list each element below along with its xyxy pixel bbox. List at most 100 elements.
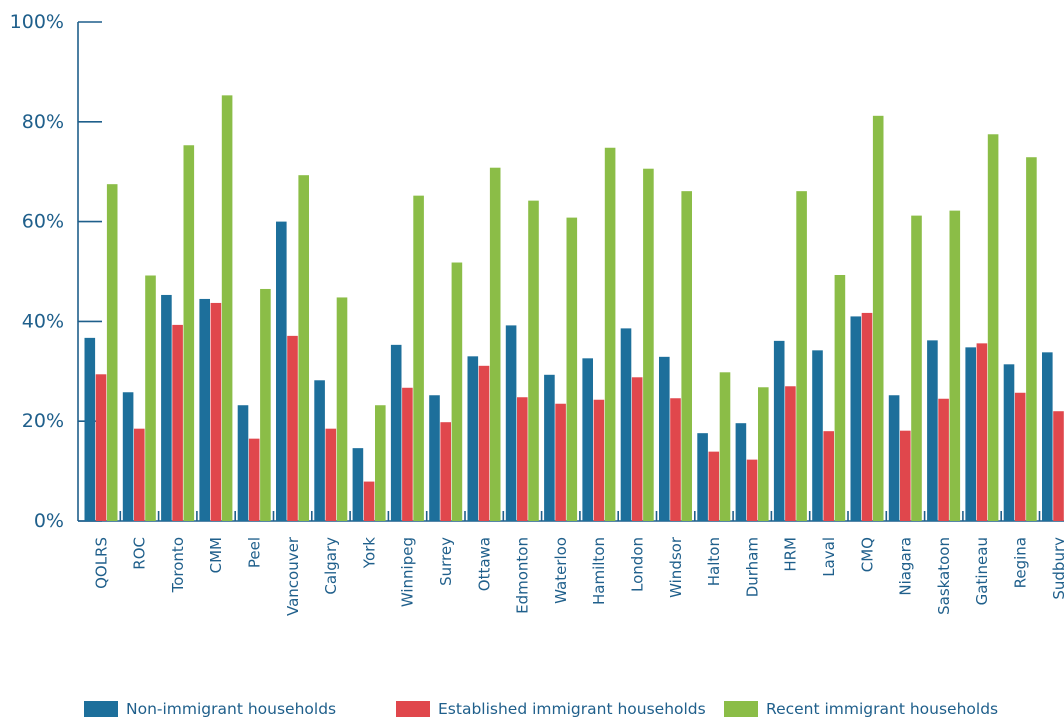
bar-durham-recent-immigrant [758, 387, 769, 521]
x-tick-label: Halton [705, 537, 723, 586]
x-tick-label: Vancouver [284, 536, 302, 616]
legend-label-recent-immigrant: Recent immigrant households [766, 700, 999, 718]
bar-saskatoon-non-immigrant [927, 340, 938, 521]
bar-hrm-non-immigrant [773, 340, 785, 521]
bar-winnipeg-non-immigrant [390, 344, 402, 521]
y-axis: 0% 20% 40% 60% 80% 100% [10, 11, 102, 532]
bar-qolrs-recent-immigrant [106, 184, 118, 522]
bar-gatineau-recent-immigrant [987, 134, 999, 521]
bar-durham-established-immigrant [746, 459, 758, 521]
x-tick-label: Waterloo [552, 537, 570, 604]
x-tick-label: ROC [131, 537, 149, 570]
x-tick-label: HRM [782, 537, 800, 572]
bar-regina-recent-immigrant [1026, 157, 1037, 521]
bar-vancouver-recent-immigrant [298, 175, 309, 521]
legend-swatch-established-immigrant [396, 701, 430, 717]
bar-peel-established-immigrant [248, 438, 260, 521]
bar-vancouver-established-immigrant [287, 335, 298, 521]
bar-vancouver-non-immigrant [276, 221, 287, 521]
bar-hrm-established-immigrant [785, 386, 796, 521]
bar-laval-non-immigrant [812, 350, 823, 521]
bar-cmm-non-immigrant [199, 298, 210, 521]
legend-item-recent-immigrant: Recent immigrant households [724, 700, 998, 718]
bar-niagara-recent-immigrant [911, 215, 922, 521]
x-tick-label: Gatineau [973, 537, 991, 605]
bar-cmq-non-immigrant [850, 316, 862, 521]
bar-waterloo-established-immigrant [555, 403, 566, 521]
bar-waterloo-non-immigrant [544, 374, 555, 521]
bar-calgary-established-immigrant [325, 428, 337, 521]
bar-london-non-immigrant [620, 328, 632, 521]
legend-label-established-immigrant: Established immigrant households [438, 700, 706, 718]
y-tick-label: 0% [34, 510, 64, 532]
bar-sudbury-established-immigrant [1053, 411, 1064, 521]
bar-toronto-established-immigrant [172, 324, 183, 521]
bar-cmm-established-immigrant [210, 302, 222, 521]
x-tick-label: Niagara [897, 537, 915, 596]
bar-peel-non-immigrant [237, 405, 249, 521]
bar-saskatoon-established-immigrant [938, 398, 949, 521]
x-tick-label: CMQ [858, 537, 876, 572]
x-tick-label: Durham [743, 537, 761, 597]
bar-hrm-recent-immigrant [796, 191, 807, 521]
bar-regina-non-immigrant [1003, 364, 1015, 521]
bar-halton-recent-immigrant [719, 372, 731, 521]
x-tick-label: CMM [207, 537, 225, 573]
x-tick-label: Hamilton [590, 537, 608, 605]
x-tick-label: York [360, 537, 378, 570]
bar-toronto-recent-immigrant [183, 145, 195, 522]
bar-windsor-non-immigrant [659, 356, 670, 521]
bar-winnipeg-established-immigrant [402, 387, 413, 521]
x-axis-labels: QOLRS ROC Toronto CMM Peel Vancouver Calgary Yo… [92, 536, 1064, 616]
bar-london-recent-immigrant [643, 168, 654, 521]
bar-roc-non-immigrant [122, 392, 134, 521]
bar-surrey-recent-immigrant [451, 262, 463, 521]
bar-edmonton-recent-immigrant [528, 200, 539, 521]
bar-laval-established-immigrant [823, 431, 834, 521]
bar-calgary-recent-immigrant [336, 297, 348, 521]
bar-regina-established-immigrant [1014, 392, 1026, 521]
bar-surrey-non-immigrant [429, 395, 440, 521]
bar-cmm-recent-immigrant [221, 95, 233, 521]
bar-surrey-established-immigrant [440, 422, 451, 521]
bar-calgary-non-immigrant [314, 380, 325, 521]
bar-edmonton-established-immigrant [517, 397, 528, 521]
x-tick-label: Peel [246, 537, 264, 568]
bar-edmonton-non-immigrant [505, 325, 517, 521]
bar-windsor-recent-immigrant [681, 191, 692, 521]
bar-peel-recent-immigrant [260, 288, 271, 521]
legend-item-established-immigrant: Established immigrant households [396, 700, 706, 718]
x-tick-label: Toronto [169, 537, 187, 593]
bar-cmq-established-immigrant [861, 312, 873, 521]
y-tick-label: 40% [22, 310, 64, 332]
bar-saskatoon-recent-immigrant [949, 210, 961, 521]
bar-london-established-immigrant [631, 377, 643, 521]
y-tick-label: 20% [22, 410, 64, 432]
bar-gatineau-established-immigrant [976, 343, 988, 521]
x-tick-label: London [629, 537, 647, 592]
bar-qolrs-non-immigrant [84, 337, 96, 521]
bar-toronto-non-immigrant [161, 294, 172, 521]
bar-winnipeg-recent-immigrant [413, 195, 424, 522]
x-tick-label: Saskatoon [935, 537, 953, 615]
bar-hamilton-established-immigrant [593, 399, 605, 521]
bar-durham-non-immigrant [735, 423, 747, 521]
bar-halton-non-immigrant [697, 433, 708, 521]
bar-waterloo-recent-immigrant [566, 217, 578, 521]
x-tick-label: Windsor [667, 536, 685, 598]
bar-windsor-established-immigrant [670, 398, 681, 521]
bars [84, 95, 1064, 522]
bar-roc-established-immigrant [134, 428, 145, 521]
legend-swatch-recent-immigrant [724, 701, 758, 717]
bar-hamilton-recent-immigrant [604, 147, 616, 522]
legend-swatch-non-immigrant [84, 701, 118, 717]
y-tick-label: 100% [10, 11, 64, 33]
bar-niagara-established-immigrant [900, 430, 911, 521]
bar-york-established-immigrant [363, 481, 375, 521]
bar-roc-recent-immigrant [145, 275, 156, 521]
legend: Non-immigrant households Established imm… [84, 700, 1064, 723]
y-tick-label: 80% [22, 111, 64, 133]
x-tick-label: Sudbury [1050, 537, 1064, 600]
x-tick-label: QOLRS [92, 537, 110, 589]
x-tick-label: Edmonton [514, 537, 532, 614]
